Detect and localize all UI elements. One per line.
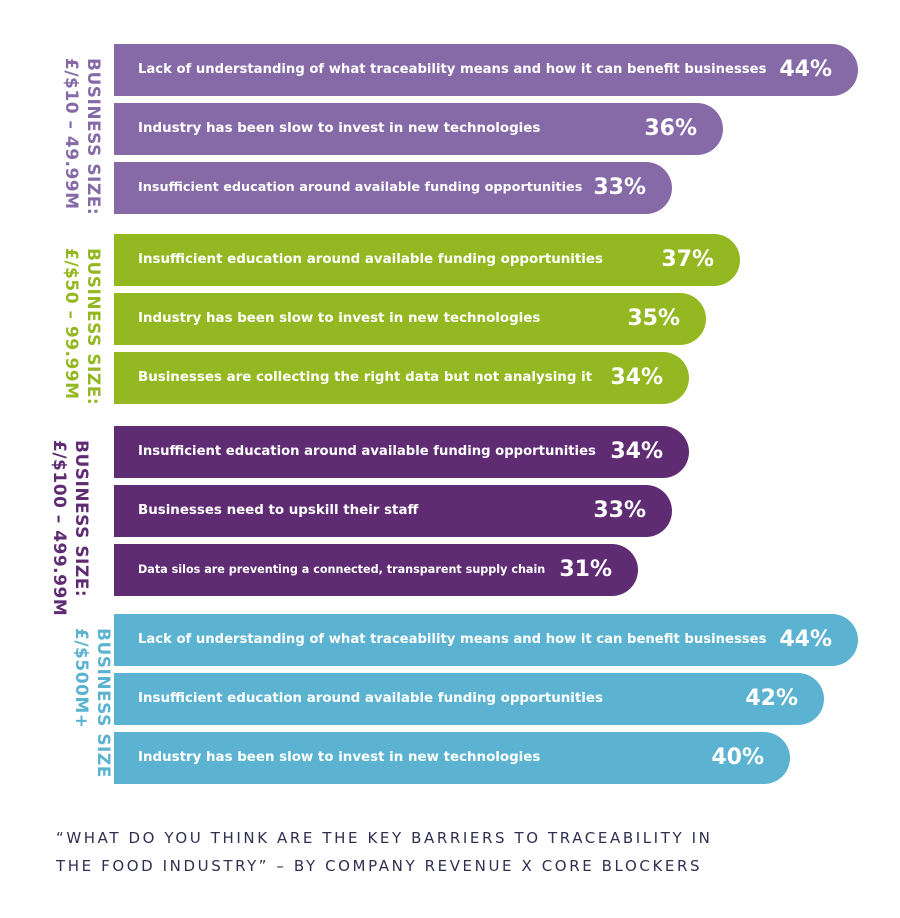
bar-value-label: 44% xyxy=(779,627,832,652)
group-label-line-1: BUSINESS SIZE: xyxy=(71,440,91,598)
bar-label: Businesses need to upskill their staff xyxy=(138,503,419,518)
bar-label: Lack of understanding of what traceabili… xyxy=(138,632,767,647)
bar-value-label: 42% xyxy=(745,686,798,711)
bar-label: Insufficient education around available … xyxy=(138,691,603,706)
bar-label: Insufficient education around available … xyxy=(138,252,603,267)
bar: Insufficient education around available … xyxy=(114,234,740,286)
bar-label: Insufficient education around available … xyxy=(138,180,583,195)
bar-label: Industry has been slow to invest in new … xyxy=(138,750,541,765)
bar: Industry has been slow to invest in new … xyxy=(114,103,723,155)
bar-value-label: 36% xyxy=(644,116,697,141)
group-label-line-1: BUSINESS SIZE: xyxy=(83,58,103,216)
caption-line-2: THE FOOD INDUSTRY” – BY COMPANY REVENUE … xyxy=(56,857,703,875)
bar: Businesses are collecting the right data… xyxy=(114,352,689,404)
bar: Lack of understanding of what traceabili… xyxy=(114,44,858,96)
bar: Data silos are preventing a connected, t… xyxy=(114,544,638,596)
bar-value-label: 40% xyxy=(711,745,764,770)
bar-label: Businesses are collecting the right data… xyxy=(138,370,593,385)
bar-label: Data silos are preventing a connected, t… xyxy=(138,563,546,576)
bar-value-label: 33% xyxy=(593,498,646,523)
bar: Insufficient education around available … xyxy=(114,426,689,478)
bar-value-label: 34% xyxy=(610,365,663,390)
bar: Industry has been slow to invest in new … xyxy=(114,732,790,784)
bar-value-label: 37% xyxy=(661,247,714,272)
bar: Businesses need to upskill their staff 33… xyxy=(114,485,672,537)
bar-value-label: 33% xyxy=(593,175,646,200)
bar-value-label: 34% xyxy=(610,439,663,464)
bar-label: Industry has been slow to invest in new … xyxy=(138,311,541,326)
chart-caption: “WHAT DO YOU THINK ARE THE KEY BARRIERS … xyxy=(56,824,712,880)
caption-line-1: “WHAT DO YOU THINK ARE THE KEY BARRIERS … xyxy=(56,829,713,847)
bar-label: Industry has been slow to invest in new … xyxy=(138,121,541,136)
group-label-line-2: £/$50 – 99.99M xyxy=(61,248,81,400)
bar: Lack of understanding of what traceabili… xyxy=(114,614,858,666)
bar: Insufficient education around available … xyxy=(114,673,824,725)
bar-value-label: 35% xyxy=(627,306,680,331)
bar: Insufficient education around available … xyxy=(114,162,672,214)
group-label-line-1: BUSINESS SIZE xyxy=(93,628,113,778)
group-label: BUSINESS SIZE £/$500M+ xyxy=(70,628,114,778)
bar: Industry has been slow to invest in new … xyxy=(114,293,706,345)
group-label: BUSINESS SIZE: £/$10 – 49.99M xyxy=(60,58,104,215)
group-label: BUSINESS SIZE: £/$100 – 499.99M xyxy=(48,440,92,616)
group-label-line-2: £/$10 – 49.99M xyxy=(61,58,81,210)
group-label-line-2: £/$500M+ xyxy=(71,628,91,729)
group-label-line-2: £/$100 – 499.99M xyxy=(49,440,69,617)
group-label: BUSINESS SIZE: £/$50 – 99.99M xyxy=(60,248,104,405)
bar-value-label: 31% xyxy=(559,557,612,582)
bar-value-label: 44% xyxy=(779,57,832,82)
bar-label: Lack of understanding of what traceabili… xyxy=(138,62,767,77)
bar-label: Insufficient education around available … xyxy=(138,444,596,459)
group-label-line-1: BUSINESS SIZE: xyxy=(83,248,103,406)
